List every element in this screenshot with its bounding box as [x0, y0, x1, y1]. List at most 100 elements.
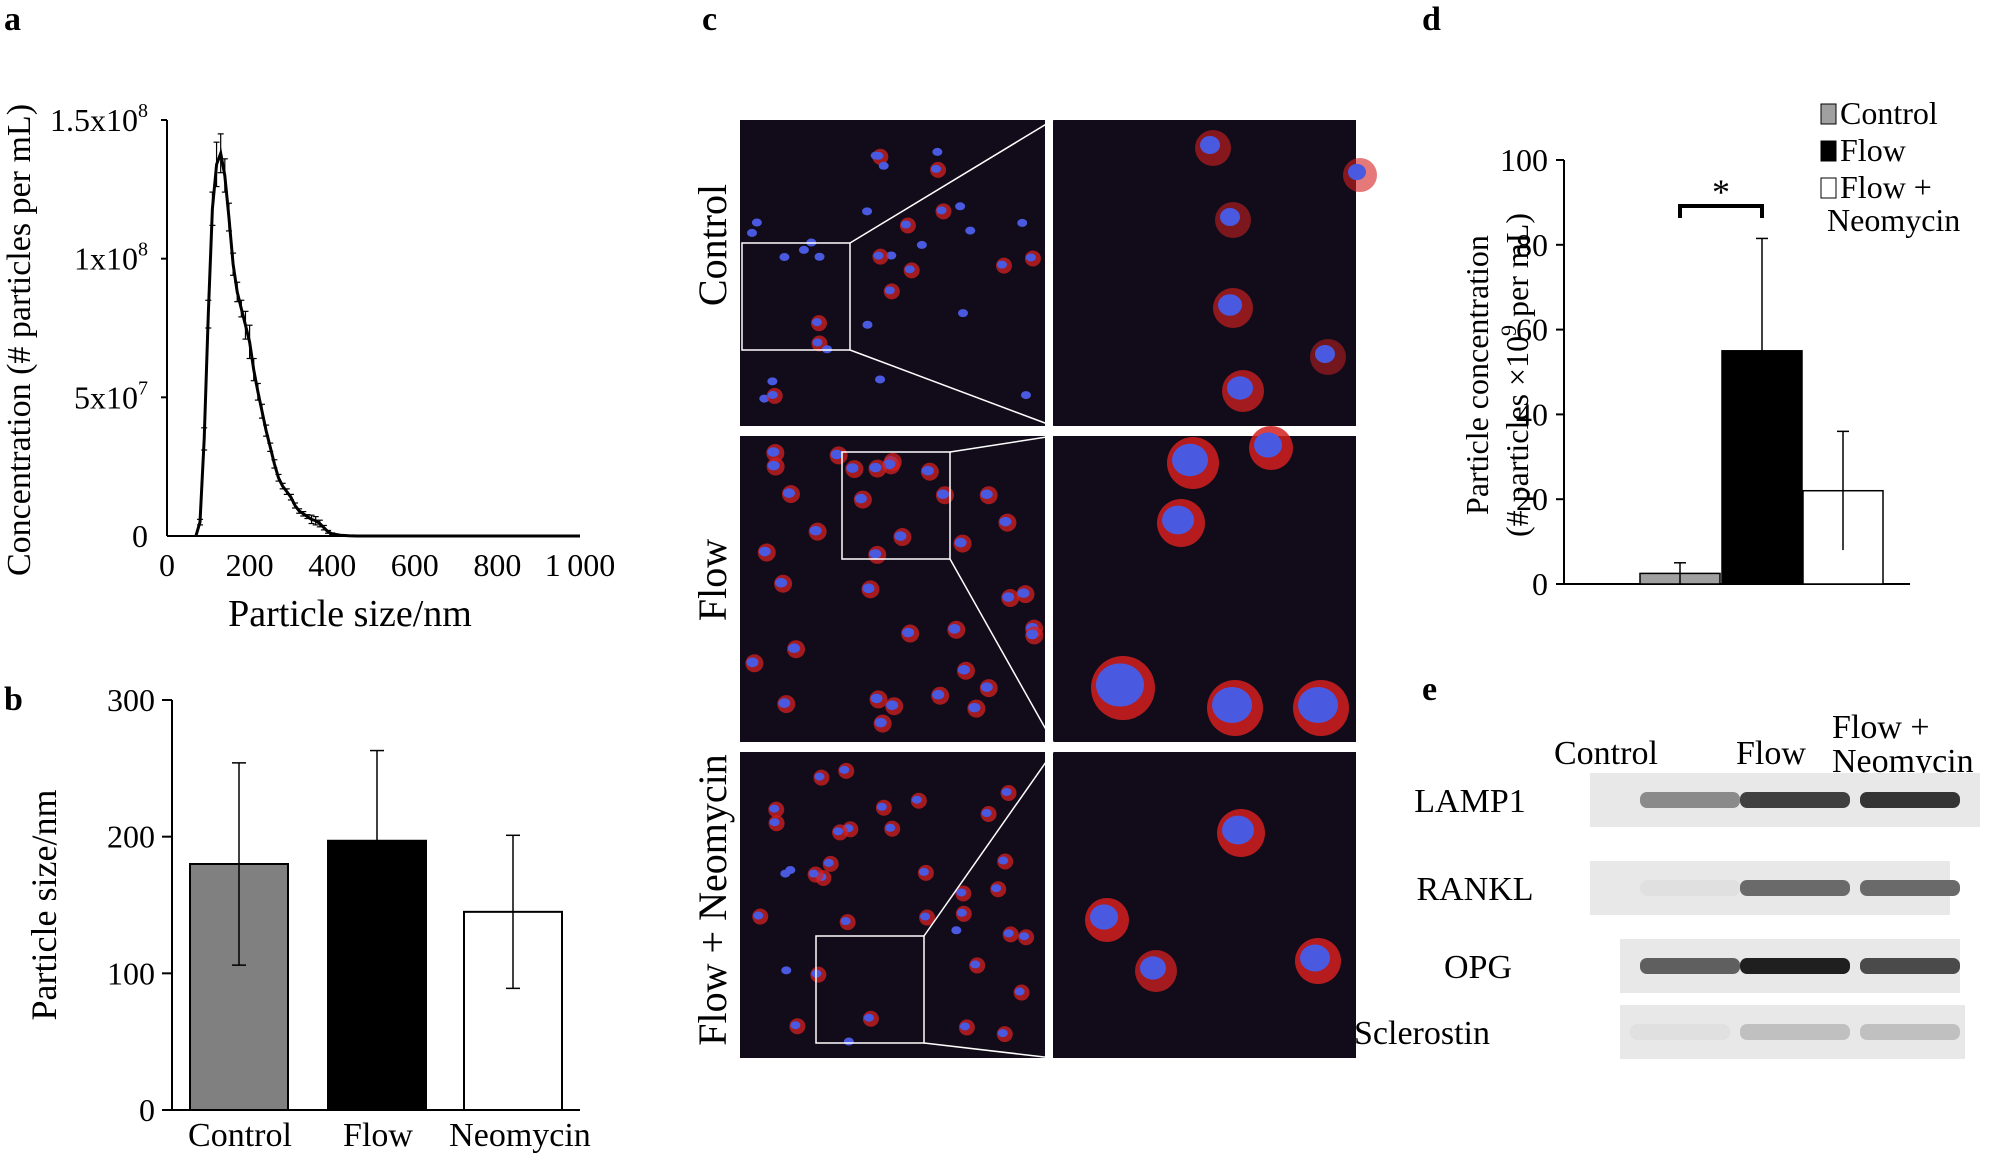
cell-nucleus [830, 449, 843, 460]
blot-band [1740, 1024, 1850, 1040]
blot-lane-label-neomycin-1: Flow + [1832, 709, 1930, 746]
chart-d: 0 20 40 60 80 100 * Particle concentration (#… [1459, 95, 1960, 602]
cell-nucleus [894, 531, 907, 541]
cell-nucleus [1017, 218, 1028, 227]
chart-d-y-tick-label: 60 [1516, 312, 1548, 348]
legend-swatch-flow [1820, 140, 1837, 162]
cell-nucleus [843, 1037, 854, 1046]
blot-band [1640, 880, 1740, 896]
chart-a-x-tick-label: 0 [159, 547, 175, 583]
cell-nucleus [785, 866, 796, 875]
panel-letter-a: a [4, 1, 21, 38]
cell-nucleus [840, 917, 851, 926]
cell-nucleus [812, 338, 823, 347]
chart-d-y-tick-label: 20 [1516, 481, 1548, 517]
cell-nucleus [1003, 929, 1014, 938]
cell-nucleus [846, 463, 859, 473]
cell-nucleus [956, 888, 967, 897]
blot-band [1740, 958, 1850, 974]
chart-d-y-label-line1: Particle concentration [1459, 235, 1495, 515]
legend-label-neomycin-1: Flow + [1840, 169, 1932, 205]
cell-nucleus [775, 577, 788, 588]
chart-d-y-label: Particle concentration (# particles ×109… [1459, 213, 1535, 537]
blot-band [1630, 1024, 1730, 1040]
legend-swatch-neomycin [1820, 177, 1837, 199]
blot-band [1860, 1024, 1960, 1040]
cell-nucleus [798, 245, 809, 254]
cell-nucleus [862, 320, 873, 329]
cell-nucleus [956, 908, 967, 917]
cell-nucleus [957, 664, 970, 675]
cell-nucleus [839, 765, 850, 774]
cell-nucleus [751, 218, 762, 227]
cell-nucleus [970, 960, 981, 969]
panel-letter-b: b [4, 681, 23, 718]
cell-nucleus [862, 583, 875, 594]
cell-nucleus [874, 717, 887, 728]
micrograph-neomycin-overview [740, 752, 1045, 1058]
cell-nucleus [981, 809, 992, 818]
blot-band [1860, 880, 1960, 896]
legend-label-control: Control [1840, 95, 1938, 131]
cell-nucleus [778, 698, 791, 708]
chart-b-y-tick-label: 0 [139, 1092, 155, 1128]
cell-nucleus [931, 164, 942, 173]
chart-d-y-label-line2: (# particles ×109 per mL) [1496, 213, 1535, 537]
cell-nucleus [932, 689, 945, 700]
cell-nucleus [885, 823, 896, 832]
cell-nucleus [959, 1022, 970, 1031]
chart-d-y-tick-label: 0 [1532, 566, 1548, 602]
cell-nucleus [767, 460, 780, 471]
cell-nucleus [769, 818, 780, 827]
cell-nucleus [878, 161, 889, 170]
chart-b-y-tick-label: 200 [107, 819, 155, 855]
zoom-indicators [741, 119, 1054, 1059]
cell-nucleus [811, 318, 822, 327]
blot-row-label-lamp1: LAMP1 [1414, 783, 1525, 820]
micrograph-control-overview [740, 120, 1045, 426]
cell-nucleus [911, 795, 922, 804]
cell-nucleus [1001, 787, 1012, 796]
cell-nucleus [955, 202, 966, 211]
chart-b-x-tick-label: Neomycin [449, 1117, 591, 1154]
cell-nucleus [746, 657, 759, 668]
blot-band [1740, 880, 1850, 896]
cell-nucleus [758, 546, 771, 557]
cell-nucleus [781, 966, 792, 975]
chart-a-x-tick-label: 1 000 [545, 547, 615, 583]
cell-nucleus [900, 220, 911, 229]
cell-nucleus [753, 911, 764, 920]
cell-nucleus [948, 624, 961, 634]
chart-d-y-label-line2-pre: (# particles ×10 [1499, 336, 1535, 537]
cell-nucleus [808, 869, 819, 878]
cell-nucleus [823, 858, 834, 867]
chart-a-x-tick-label: 600 [391, 547, 439, 583]
cell-nucleus [886, 251, 897, 260]
blot-row-label-sclerostin: Sclerostin [1354, 1015, 1490, 1052]
cell-nucleus [936, 206, 947, 215]
cell-nucleus-zoom-control [1200, 136, 1220, 154]
cell-nucleus [954, 537, 967, 548]
panel-letter-c: c [702, 1, 717, 38]
panel-letter-e: e [1422, 671, 1437, 708]
blot-band [1640, 792, 1740, 808]
cell-nucleus-zoom-flow [1298, 687, 1338, 723]
blot-band [1860, 792, 1960, 808]
cell-nucleus-zoom-flow [1172, 443, 1208, 477]
chart-a-x-tick-label: 400 [308, 547, 356, 583]
cell-nucleus [746, 228, 757, 237]
chart-a-series-line [194, 147, 580, 538]
blot-lane-label-control: Control [1554, 735, 1658, 772]
cell-nucleus-zoom-flow [1096, 663, 1144, 707]
blot-lane-label-flow: Flow [1736, 735, 1806, 772]
cell-nucleus [999, 516, 1012, 527]
cell-nucleus [869, 462, 882, 473]
chart-a-x-tick-label: 200 [226, 547, 274, 583]
cell-nucleus-zoom-control [1218, 294, 1242, 316]
cell-nucleus [1019, 932, 1030, 941]
row-label-neomycin: Flow + Neomycin [690, 754, 735, 1045]
cell-nucleus [951, 926, 962, 935]
cell-nucleus-zoom-neomycin [1140, 956, 1166, 980]
chart-d-y-tick-label: 40 [1516, 396, 1548, 432]
